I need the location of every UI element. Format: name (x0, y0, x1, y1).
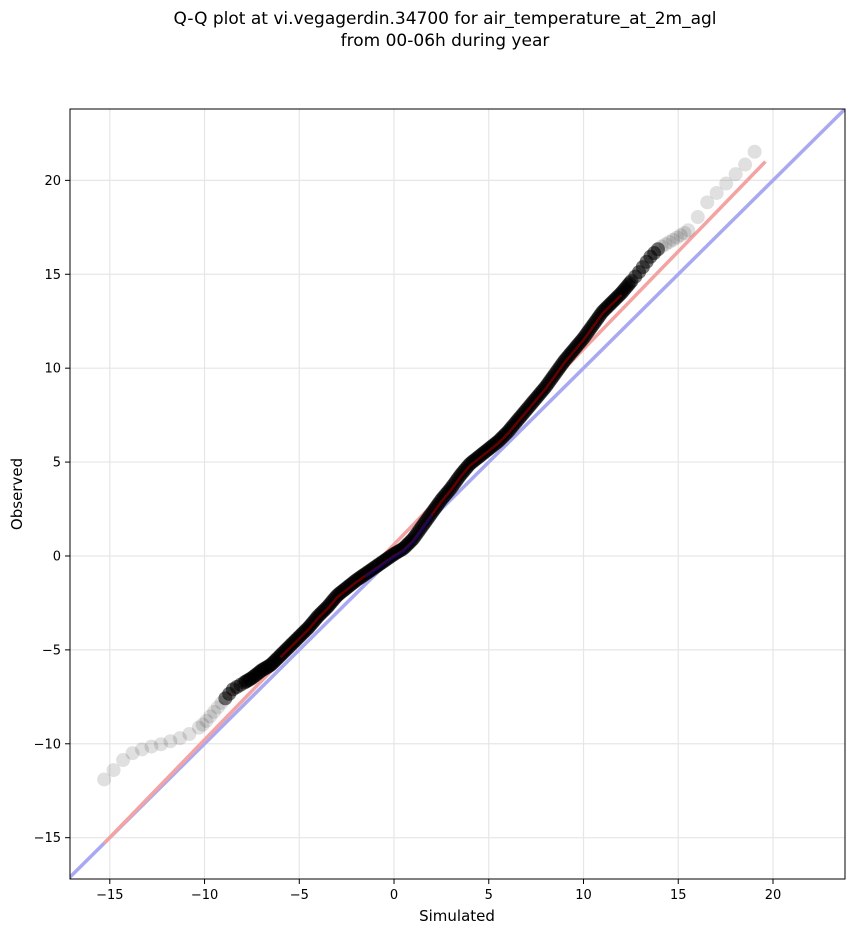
x-axis-ticks: −15 −10 −5 0 5 10 15 20 (96, 879, 781, 903)
y-tick-label: 15 (44, 268, 61, 283)
quantile-point (728, 167, 743, 182)
quantile-point (719, 176, 734, 191)
quantile-point (690, 210, 705, 225)
quantile-point (207, 704, 222, 719)
y-tick-label: −5 (42, 643, 61, 658)
quantile-point (199, 713, 214, 728)
chart-title: Q-Q plot at vi.vegagerdin.34700 for air_… (0, 8, 854, 52)
x-tick-label: −10 (191, 888, 218, 903)
quantile-point (669, 230, 684, 245)
x-tick-label: 20 (765, 888, 782, 903)
quantile-point (172, 731, 187, 746)
identity-reference-line (70, 109, 845, 879)
y-tick-label: −10 (34, 737, 61, 752)
chart-title-line-1: Q-Q plot at vi.vegagerdin.34700 for air_… (173, 9, 717, 29)
y-tick-label: 0 (53, 549, 61, 564)
quantile-point (195, 717, 210, 732)
x-tick-label: 10 (575, 888, 592, 903)
x-tick-label: −15 (96, 888, 123, 903)
quantile-points (97, 144, 762, 787)
y-tick-label: −15 (34, 831, 61, 846)
quantile-point (654, 239, 669, 254)
quantile-point (106, 763, 121, 778)
quantile-point (700, 195, 715, 210)
quantile-point (738, 157, 753, 172)
y-axis-label: Observed (8, 458, 26, 530)
quantile-point (153, 737, 168, 752)
quantile-point (203, 709, 218, 724)
x-tick-label: 0 (390, 888, 398, 903)
quantile-point (666, 232, 681, 247)
quantile-point (709, 185, 724, 200)
y-tick-label: 20 (44, 174, 61, 189)
quantile-point (650, 242, 665, 257)
quantile-point (97, 772, 112, 787)
quantile-point (182, 727, 197, 742)
y-tick-label: 10 (44, 362, 61, 377)
core-fit-overlay (279, 294, 623, 659)
quantile-point (677, 225, 692, 240)
quantile-point (135, 742, 149, 757)
axes-frame (69, 108, 846, 880)
y-tick-label: 5 (53, 456, 61, 471)
quantile-point (116, 753, 131, 768)
quantile-point (662, 235, 677, 249)
x-tick-label: 5 (485, 888, 493, 903)
quantile-point (163, 734, 178, 749)
quantile-point (673, 228, 688, 243)
x-tick-label: 15 (670, 888, 687, 903)
core-reference-overlay (364, 514, 434, 578)
quantile-point (191, 720, 206, 735)
y-axis-ticks: −15 −10 −5 0 5 10 15 20 (34, 174, 70, 846)
quantile-point (658, 237, 673, 252)
quantile-point (747, 144, 762, 159)
x-axis-label: Simulated (419, 907, 495, 925)
quantile-point (681, 223, 696, 238)
quantile-point (125, 746, 140, 761)
plot-area (70, 109, 845, 879)
x-tick-label: −5 (290, 888, 309, 903)
quantile-point (144, 739, 159, 754)
chart-title-line-2: from 00-06h during year (340, 31, 550, 51)
